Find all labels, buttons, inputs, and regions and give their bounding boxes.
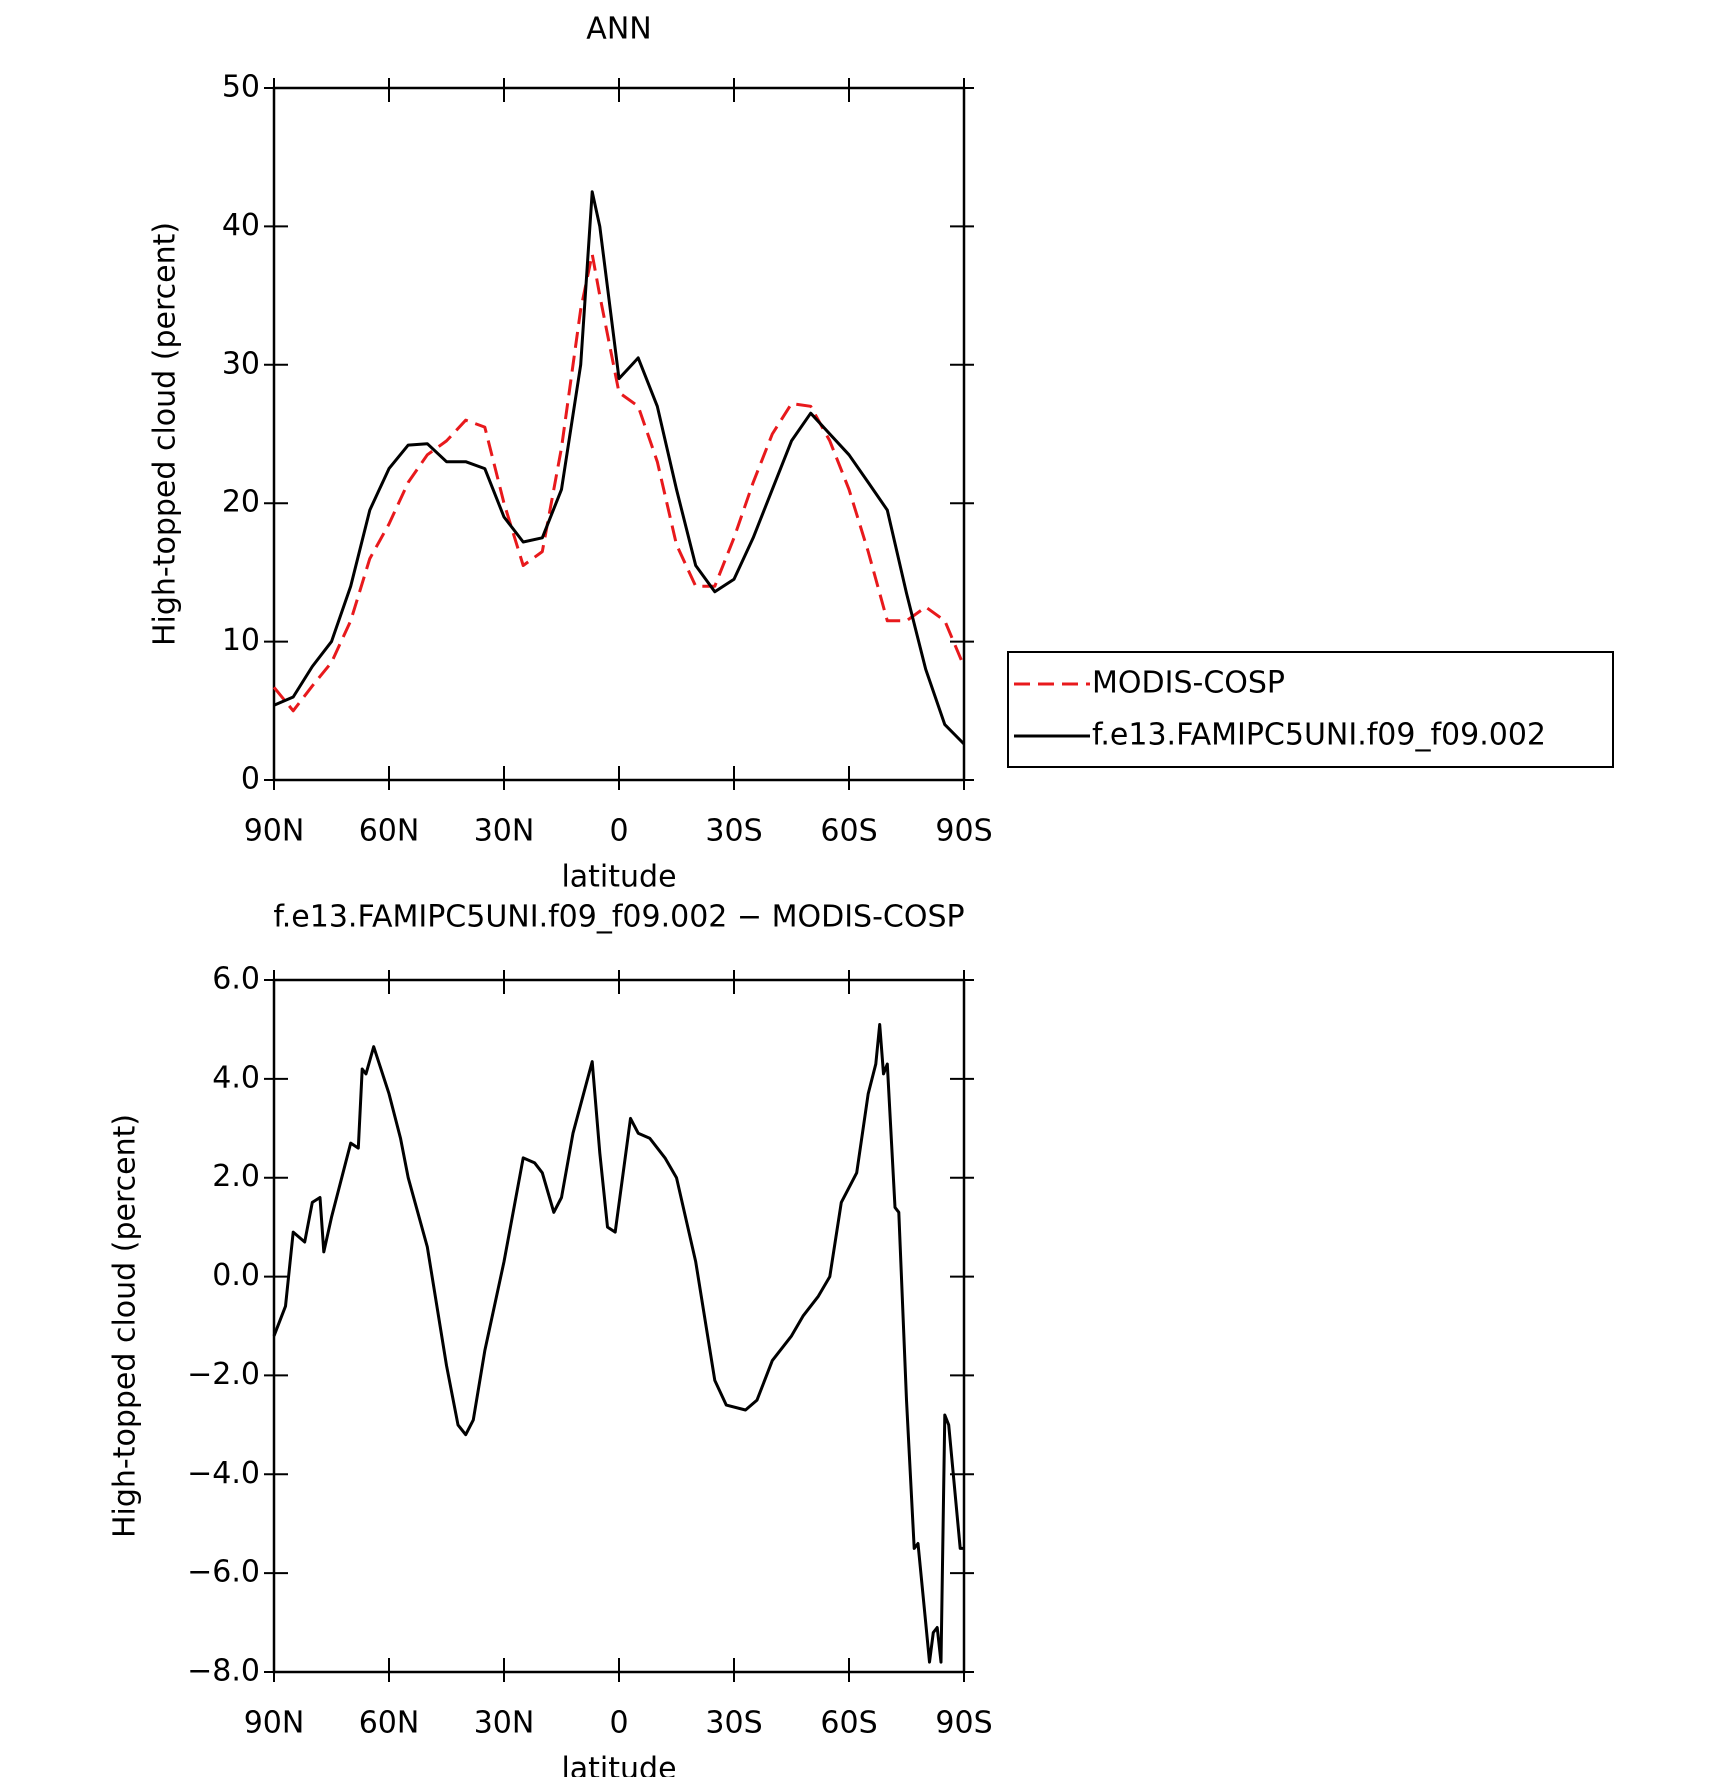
x-tick-label: 30N	[474, 814, 535, 849]
x-tick-label: 0	[609, 1706, 628, 1741]
x-tick-label: 60N	[359, 1706, 420, 1741]
y-tick-label: 30	[222, 346, 260, 381]
legend-label: f.e13.FAMIPC5UNI.f09_f09.002	[1092, 718, 1546, 753]
y-axis-label: High-topped cloud (percent)	[148, 222, 183, 646]
data-line	[272, 252, 966, 713]
data-line	[272, 1023, 964, 1664]
y-tick-label: 10	[222, 623, 260, 658]
plot-frame	[272, 978, 966, 1674]
legend-box	[1007, 651, 1614, 768]
y-tick-label: −8.0	[187, 1654, 260, 1689]
y-tick-label: 20	[222, 485, 260, 520]
y-tick-label: −2.0	[187, 1357, 260, 1392]
legend-label: MODIS-COSP	[1092, 666, 1285, 701]
x-tick-label: 90S	[935, 814, 992, 849]
x-axis-label: latitude	[561, 1752, 676, 1777]
y-tick-label: −6.0	[187, 1555, 260, 1590]
x-axis-label: latitude	[561, 860, 676, 895]
x-tick-label: 60N	[359, 814, 420, 849]
x-tick-label: 90N	[244, 1706, 305, 1741]
y-tick-label: 2.0	[212, 1159, 260, 1194]
x-tick-label: 90N	[244, 814, 305, 849]
chart-title: ANN	[586, 12, 651, 47]
y-tick-label: −4.0	[187, 1456, 260, 1491]
chart-title: f.e13.FAMIPC5UNI.f09_f09.002 − MODIS-COS…	[273, 900, 964, 935]
y-axis-label: High-topped cloud (percent)	[108, 1114, 143, 1538]
y-tick-label: 40	[222, 208, 260, 243]
x-tick-label: 0	[609, 814, 628, 849]
x-tick-label: 30S	[705, 1706, 762, 1741]
x-tick-label: 30S	[705, 814, 762, 849]
y-tick-label: 0	[241, 762, 260, 797]
y-tick-label: 6.0	[212, 962, 260, 997]
plot-frame	[272, 86, 966, 782]
data-line	[273, 190, 966, 746]
x-tick-label: 90S	[935, 1706, 992, 1741]
x-tick-label: 30N	[474, 1706, 535, 1741]
x-tick-label: 60S	[820, 1706, 877, 1741]
y-tick-label: 4.0	[212, 1060, 260, 1095]
x-tick-label: 60S	[820, 814, 877, 849]
y-tick-label: 50	[222, 70, 260, 105]
y-tick-label: 0.0	[212, 1258, 260, 1293]
